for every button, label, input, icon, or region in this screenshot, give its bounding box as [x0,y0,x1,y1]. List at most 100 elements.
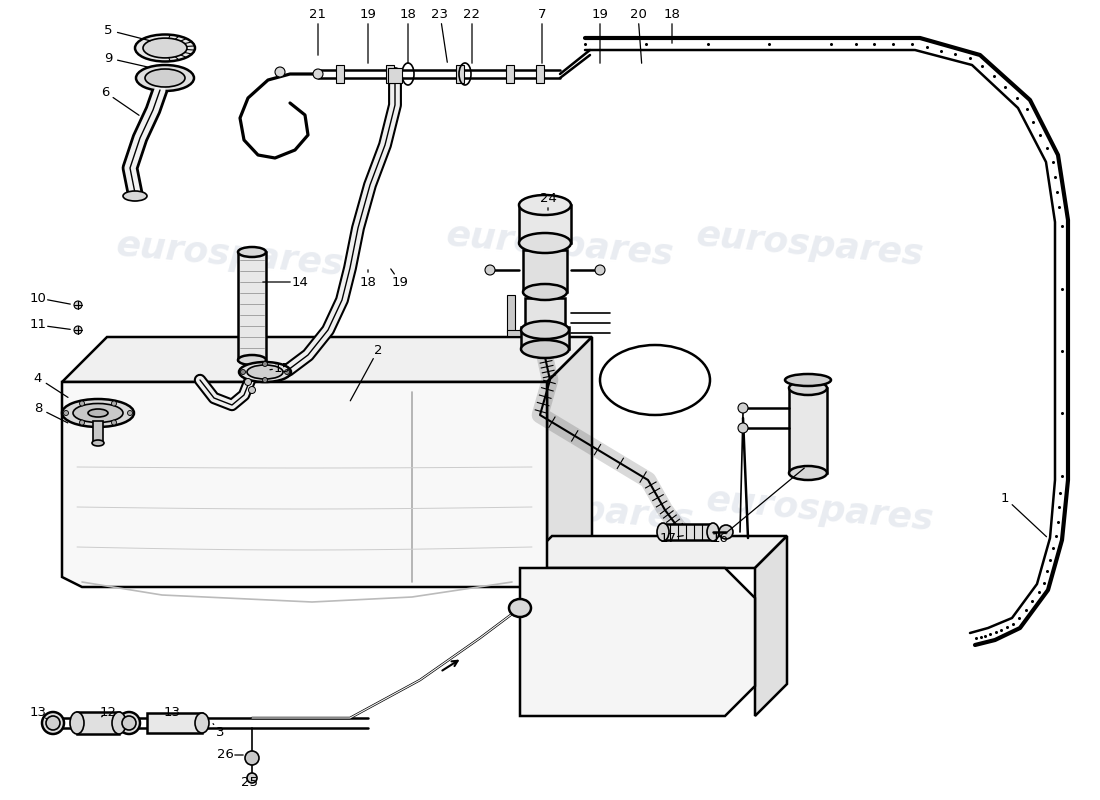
Bar [663,524,713,540]
Bar [536,65,544,83]
Text: 5: 5 [103,23,112,37]
Text: eurospares: eurospares [104,473,336,527]
Text: 11: 11 [30,318,46,331]
Text: 19: 19 [392,275,408,289]
Ellipse shape [521,321,569,339]
Ellipse shape [145,69,185,87]
Bar [525,298,565,330]
Polygon shape [520,536,786,568]
Polygon shape [520,568,755,716]
Circle shape [64,410,68,415]
Text: 14: 14 [292,275,308,289]
Bar [789,388,827,473]
Bar [506,65,514,83]
Circle shape [74,301,82,309]
Ellipse shape [238,247,266,257]
Text: 22: 22 [463,7,481,21]
Circle shape [248,773,257,783]
Ellipse shape [719,525,733,539]
Ellipse shape [62,399,134,427]
Ellipse shape [46,716,60,730]
Circle shape [738,403,748,413]
Ellipse shape [519,233,571,253]
Text: 4: 4 [34,371,42,385]
Text: 12: 12 [99,706,117,718]
Text: 18: 18 [360,275,376,289]
Text: 24: 24 [540,191,557,205]
Circle shape [249,386,255,394]
Text: 13: 13 [164,706,180,718]
Circle shape [111,420,117,425]
Ellipse shape [238,355,266,365]
Circle shape [111,401,117,406]
Circle shape [263,362,267,366]
Text: 19: 19 [592,7,608,21]
Bar [388,68,401,83]
Text: 23: 23 [431,7,449,21]
Polygon shape [755,536,786,716]
Ellipse shape [521,340,569,358]
Text: 26: 26 [217,749,233,762]
Text: 19: 19 [360,7,376,21]
Bar [521,327,569,349]
Bar [522,250,566,292]
Ellipse shape [92,440,104,446]
Circle shape [263,378,267,382]
Text: 1: 1 [1001,491,1010,505]
Circle shape [79,401,85,406]
Circle shape [128,410,132,415]
Text: 2: 2 [374,343,383,357]
Ellipse shape [789,466,827,480]
Circle shape [738,423,748,433]
Ellipse shape [73,403,123,422]
Circle shape [241,370,245,374]
Text: 21: 21 [309,7,327,21]
Ellipse shape [88,409,108,417]
Circle shape [275,67,285,77]
Circle shape [244,378,252,386]
Ellipse shape [248,365,283,379]
Ellipse shape [195,713,209,733]
Ellipse shape [789,381,827,395]
Polygon shape [62,382,547,587]
Circle shape [74,326,82,334]
Polygon shape [547,337,592,587]
Circle shape [79,420,85,425]
Text: 17: 17 [660,531,676,545]
Text: 16: 16 [712,531,728,545]
Text: 10: 10 [30,291,46,305]
Circle shape [595,265,605,275]
Bar [507,295,515,333]
Bar [456,65,464,83]
Circle shape [485,265,495,275]
Text: 15: 15 [274,362,290,374]
Ellipse shape [522,284,566,300]
Text: 7: 7 [538,7,547,21]
Ellipse shape [112,712,126,734]
Ellipse shape [135,34,195,62]
Polygon shape [62,337,592,382]
Ellipse shape [239,362,292,382]
Bar [238,252,266,360]
Bar [336,65,344,83]
Text: 8: 8 [34,402,42,414]
Circle shape [285,370,289,374]
Ellipse shape [707,523,719,541]
Bar [147,713,202,733]
Text: eurospares: eurospares [114,228,345,282]
Text: eurospares: eurospares [444,218,675,272]
Ellipse shape [657,523,669,541]
Ellipse shape [70,712,84,734]
Text: 9: 9 [103,51,112,65]
Text: eurospares: eurospares [694,218,925,272]
Text: 3: 3 [216,726,224,738]
Text: eurospares: eurospares [705,483,935,537]
Ellipse shape [123,191,147,201]
Bar [386,65,394,83]
Text: eurospares: eurospares [464,483,695,537]
Bar [94,421,103,443]
Bar [519,205,571,243]
Ellipse shape [785,374,830,386]
Text: 18: 18 [399,7,417,21]
Text: 13: 13 [30,706,46,718]
